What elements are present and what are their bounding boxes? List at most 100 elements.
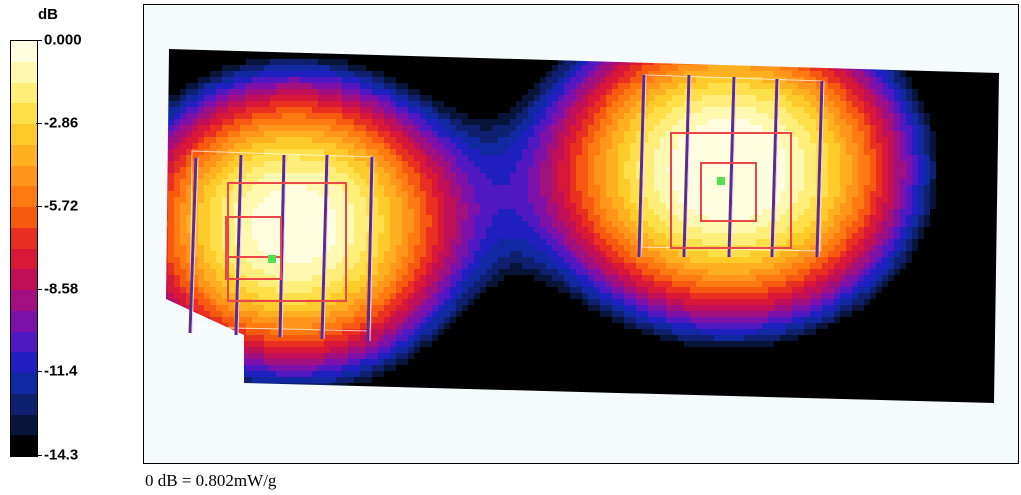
heatmap-cell <box>624 149 630 155</box>
heatmap-cell <box>918 49 924 53</box>
heatmap-cell <box>966 161 972 167</box>
heatmap-cell <box>780 107 786 113</box>
heatmap-cell <box>606 173 612 179</box>
heatmap-cell <box>828 35 834 41</box>
heatmap-cell <box>684 77 690 83</box>
heatmap-cell <box>972 125 978 131</box>
heatmap-cell <box>678 113 684 119</box>
heatmap-cell <box>222 167 228 173</box>
heatmap-cell <box>258 65 264 71</box>
heatmap-cell <box>774 23 780 29</box>
heatmap-cell <box>426 119 432 125</box>
heatmap-cell <box>504 11 510 17</box>
heatmap-cell <box>978 203 984 209</box>
heatmap-cell <box>306 197 312 203</box>
heatmap-cell <box>546 107 552 113</box>
heatmap-cell <box>702 155 708 161</box>
heatmap-cell <box>468 95 474 101</box>
heatmap-cell <box>300 155 306 161</box>
heatmap-cell <box>558 53 564 59</box>
heatmap-cell <box>888 77 894 83</box>
heatmap-cell <box>378 53 384 59</box>
heatmap-cell <box>258 131 264 137</box>
heatmap-cell <box>882 35 888 41</box>
heatmap-cell <box>786 17 792 23</box>
heatmap-cell <box>222 119 228 125</box>
heatmap-cell <box>804 23 810 29</box>
heatmap-cell <box>270 101 276 107</box>
heatmap-cell <box>342 149 348 155</box>
heatmap-cell <box>510 149 516 155</box>
heatmap-cell <box>828 173 834 179</box>
heatmap-cell <box>870 137 876 143</box>
heatmap-cell <box>144 113 150 119</box>
heatmap-cell <box>918 23 924 29</box>
heatmap-cell <box>912 89 918 95</box>
heatmap-cell <box>978 167 984 173</box>
heatmap-cell <box>150 173 156 179</box>
heatmap-cell <box>516 71 522 77</box>
heatmap-cell <box>792 49 798 53</box>
heatmap-cell <box>594 119 600 125</box>
heatmap-cell <box>648 77 654 83</box>
heatmap-cell <box>906 113 912 119</box>
heatmap-cell <box>204 89 210 95</box>
heatmap-cell <box>600 71 606 77</box>
heatmap-cell <box>696 167 702 173</box>
heatmap-cell <box>894 89 900 95</box>
heatmap-cell <box>432 17 438 23</box>
heatmap-cell <box>720 71 726 77</box>
heatmap-cell <box>570 49 576 53</box>
heatmap-cell <box>330 161 336 167</box>
heatmap-cell <box>960 5 966 11</box>
heatmap-cell <box>690 29 696 35</box>
heatmap-cell <box>834 173 840 179</box>
heatmap-cell <box>654 83 660 89</box>
heatmap-cell <box>318 119 324 125</box>
heatmap-cell <box>762 149 768 155</box>
heatmap-cell <box>636 113 642 119</box>
heatmap-cell <box>522 149 528 155</box>
heatmap-cell <box>600 197 606 203</box>
heatmap-cell <box>690 17 696 23</box>
heatmap-cell <box>744 29 750 35</box>
heatmap-cell <box>564 29 570 35</box>
heatmap-cell <box>510 185 516 191</box>
heatmap-cell <box>888 167 894 173</box>
heatmap-cell <box>948 41 954 47</box>
heatmap-cell <box>936 167 942 173</box>
heatmap-cell <box>726 155 732 161</box>
heatmap-cell <box>648 155 654 161</box>
heatmap-cell <box>276 113 282 119</box>
heatmap-cell <box>486 185 492 191</box>
heatmap-cell <box>870 23 876 29</box>
heatmap-cell <box>858 143 864 149</box>
heatmap-cell <box>198 107 204 113</box>
heatmap-cell <box>414 41 420 47</box>
heatmap-cell <box>342 119 348 125</box>
heatmap-cell <box>420 41 426 47</box>
heatmap-cell <box>240 11 246 17</box>
heatmap-cell <box>294 95 300 101</box>
heatmap-cell <box>168 11 174 17</box>
heatmap-cell <box>462 35 468 41</box>
heatmap-cell <box>978 131 984 137</box>
heatmap-cell <box>804 41 810 47</box>
heatmap-cell <box>366 107 372 113</box>
heatmap-cell <box>426 53 432 59</box>
heatmap-cell <box>276 11 282 17</box>
heatmap-cell <box>426 167 432 173</box>
heatmap-cell <box>180 49 186 53</box>
heatmap-cell <box>828 167 834 173</box>
heatmap-cell <box>558 107 564 113</box>
heatmap-cell <box>306 95 312 101</box>
heatmap-cell <box>282 107 288 113</box>
heatmap-cell <box>984 49 990 53</box>
heatmap-cell <box>348 149 354 155</box>
heatmap-cell <box>792 119 798 125</box>
heatmap-cell <box>744 17 750 23</box>
heatmap-cell <box>396 29 402 35</box>
heatmap-cell <box>918 167 924 173</box>
heatmap-cell <box>360 107 366 113</box>
heatmap-cell <box>828 65 834 71</box>
